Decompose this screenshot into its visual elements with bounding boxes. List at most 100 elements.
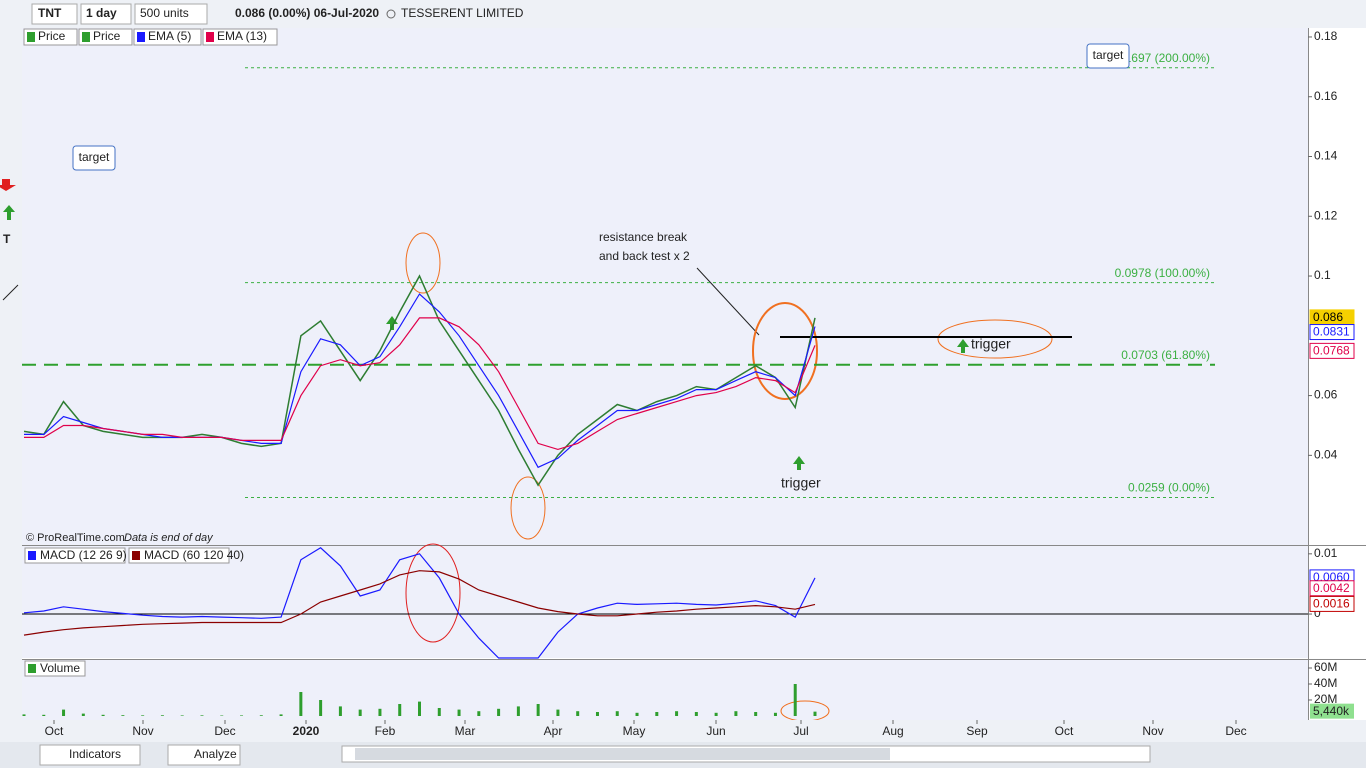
x-tick-label: Oct bbox=[1055, 724, 1074, 738]
y-tick-label: 0.14 bbox=[1314, 149, 1338, 163]
annotation: trigger bbox=[781, 475, 821, 491]
volume-bar bbox=[438, 708, 441, 716]
x-tick-label: Sep bbox=[966, 724, 988, 738]
legend-swatch bbox=[27, 32, 35, 42]
legend-swatch bbox=[82, 32, 90, 42]
volume-bar bbox=[576, 711, 579, 716]
data-note: Data is end of day bbox=[124, 532, 214, 544]
volume-bar bbox=[141, 715, 144, 716]
volume-bar bbox=[556, 710, 559, 716]
volume-bar bbox=[260, 715, 263, 716]
quote: 0.086 (0.00%) 06-Jul-2020 bbox=[235, 6, 379, 20]
legend-label: MACD (12 26 9) bbox=[40, 548, 127, 562]
volume-bar bbox=[23, 714, 26, 716]
legend-label: Price bbox=[38, 29, 66, 43]
volume-pane bbox=[22, 660, 1308, 720]
volume-bar bbox=[319, 700, 322, 716]
volume-bar bbox=[418, 702, 421, 716]
left-toolbar bbox=[0, 28, 22, 744]
volume-bar bbox=[378, 709, 381, 716]
text-tool[interactable]: T bbox=[3, 232, 11, 246]
y-tick-label: 0.04 bbox=[1314, 448, 1338, 462]
volume-bar bbox=[596, 712, 599, 716]
fib-label: 0.0978 (100.00%) bbox=[1115, 266, 1210, 280]
x-tick-label: Feb bbox=[375, 724, 396, 738]
volume-bar bbox=[161, 715, 164, 716]
volume-bar bbox=[715, 713, 718, 716]
volume-bar bbox=[240, 715, 243, 716]
y-tick-label: 40M bbox=[1314, 676, 1337, 690]
volume-bar bbox=[636, 713, 639, 716]
last-value: 0.0831 bbox=[1313, 325, 1350, 339]
fib-label: 0.0259 (0.00%) bbox=[1128, 481, 1210, 495]
volume-bar bbox=[675, 711, 678, 716]
symbol[interactable]: TNT bbox=[38, 6, 62, 20]
volume-bar bbox=[537, 704, 540, 716]
last-value: 5,440k bbox=[1313, 704, 1350, 718]
y-tick-label: 0.18 bbox=[1314, 29, 1338, 43]
volume-bar bbox=[200, 715, 203, 716]
annotation: and back test x 2 bbox=[599, 249, 690, 263]
legend-swatch bbox=[132, 551, 140, 560]
y-tick-label: 0.06 bbox=[1314, 388, 1338, 402]
legend-swatch bbox=[206, 32, 214, 42]
x-tick-label: 2020 bbox=[293, 724, 320, 738]
annotation: trigger bbox=[971, 336, 1011, 352]
x-tick-label: Apr bbox=[544, 724, 563, 738]
x-tick-label: Aug bbox=[882, 724, 903, 738]
x-tick-label: Nov bbox=[1142, 724, 1163, 738]
y-tick-label: 0.16 bbox=[1314, 89, 1338, 103]
interval[interactable]: 1 day bbox=[86, 6, 117, 20]
units[interactable]: 500 units bbox=[140, 6, 189, 20]
instrument-name: TESSERENT LIMITED bbox=[401, 6, 524, 20]
legend-swatch bbox=[28, 664, 36, 673]
volume-bar bbox=[121, 715, 124, 716]
volume-bar bbox=[497, 709, 500, 716]
volume-bar bbox=[616, 711, 619, 716]
volume-bar bbox=[774, 713, 777, 716]
copyright: © ProRealTime.com bbox=[26, 532, 125, 544]
volume-bar bbox=[754, 712, 757, 716]
last-value: 0.0016 bbox=[1313, 597, 1350, 611]
last-value: 0.0768 bbox=[1313, 344, 1350, 358]
price-pane bbox=[22, 28, 1308, 545]
volume-bar bbox=[477, 711, 480, 716]
legend-label: EMA (5) bbox=[148, 29, 191, 43]
legend-label: MACD (60 120 40) bbox=[144, 548, 244, 562]
y-tick-label: 0.12 bbox=[1314, 208, 1338, 222]
x-tick-label: Nov bbox=[132, 724, 153, 738]
volume-bar bbox=[655, 712, 658, 716]
y-tick-label: 60M bbox=[1314, 660, 1337, 674]
annotation: target bbox=[79, 150, 110, 164]
y-tick-label: 0.1 bbox=[1314, 268, 1331, 282]
x-tick-label: Jul bbox=[793, 724, 808, 738]
indicators-label[interactable]: Indicators bbox=[69, 747, 121, 761]
volume-bar bbox=[62, 710, 65, 716]
volume-bar bbox=[398, 704, 401, 716]
legend-label: Price bbox=[93, 29, 121, 43]
last-value: 0.0042 bbox=[1313, 581, 1350, 595]
volume-bar bbox=[181, 715, 184, 716]
scroll-thumb[interactable] bbox=[355, 748, 890, 760]
volume-bar bbox=[102, 715, 105, 716]
volume-bar bbox=[339, 706, 342, 716]
volume-bar bbox=[517, 706, 520, 716]
volume-bar bbox=[814, 712, 817, 716]
volume-bar bbox=[734, 711, 737, 716]
analyze-label[interactable]: Analyze bbox=[194, 747, 237, 761]
last-value: 0.086 bbox=[1313, 310, 1343, 324]
volume-bar bbox=[458, 710, 461, 716]
volume-bar bbox=[82, 714, 85, 716]
y-tick-label: 0.01 bbox=[1314, 546, 1338, 560]
legend-label: Volume bbox=[40, 661, 80, 675]
fib-label: 0.0703 (61.80%) bbox=[1121, 348, 1210, 362]
x-tick-label: Dec bbox=[214, 724, 235, 738]
x-tick-label: Jun bbox=[706, 724, 725, 738]
volume-bar bbox=[42, 715, 45, 716]
legend-swatch bbox=[137, 32, 145, 42]
x-tick-label: Dec bbox=[1225, 724, 1246, 738]
annotation: resistance break bbox=[599, 230, 688, 244]
volume-bar bbox=[359, 710, 362, 716]
